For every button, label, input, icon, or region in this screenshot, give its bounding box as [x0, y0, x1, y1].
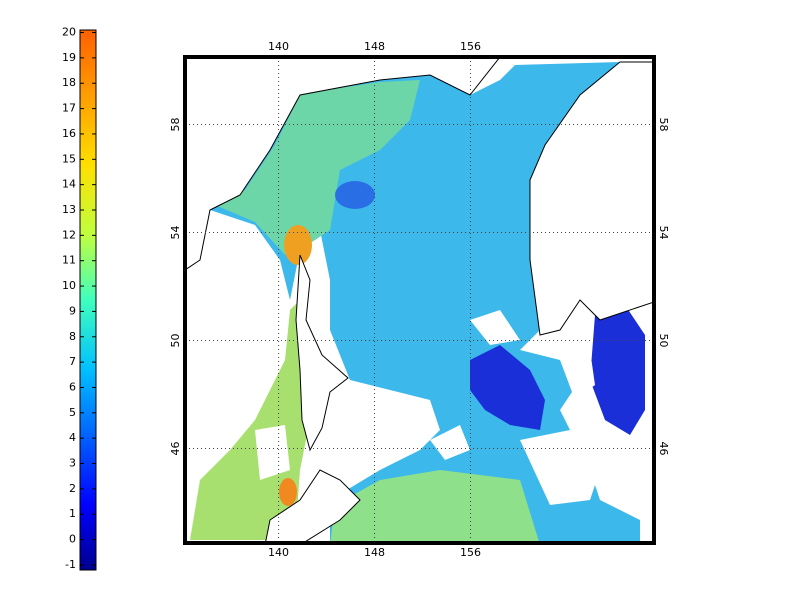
colorbar-tick-label: 6	[69, 380, 76, 393]
axis-labels: 140 140 148 148 156 156 46 46 50 50 54 54 58 58	[169, 40, 670, 559]
colorbar-tick-label: 8	[69, 330, 76, 343]
colorbar-tick-label: 9	[69, 304, 76, 317]
lat-tick-label: 58	[657, 118, 670, 132]
kamchatka	[529, 61, 654, 336]
lat-tick-label: 46	[657, 442, 670, 456]
white-gaps	[255, 310, 600, 505]
lon-tick-label: 156	[460, 546, 481, 559]
warm-spot	[284, 225, 312, 265]
lat-tick-label: 50	[657, 334, 670, 348]
colorbar-tick-label: 19	[62, 51, 76, 64]
colorbar-tick-label: -1	[65, 558, 76, 571]
map-frame	[183, 55, 656, 545]
colorbar-tick-label: 15	[62, 152, 76, 165]
cold-zone	[590, 305, 645, 435]
lat-tick-label: 54	[169, 226, 182, 240]
colorbar-tick-label: 12	[62, 228, 76, 241]
map-field	[185, 57, 654, 543]
hokkaido	[264, 469, 361, 543]
colorbar-tick-label: 2	[69, 482, 76, 495]
colorbar-tick-label: 1	[69, 507, 76, 520]
lat-tick-label: 54	[657, 226, 670, 240]
colorbar-tick-label: 7	[69, 355, 76, 368]
lon-tick-label: 140	[268, 40, 289, 53]
colorbar-tick-label: 4	[69, 431, 76, 444]
lat-tick-label: 50	[169, 334, 182, 348]
lon-tick-label: 140	[268, 546, 289, 559]
lon-tick-label: 148	[364, 40, 385, 53]
cold-spot	[335, 181, 375, 209]
sakhalin	[295, 254, 349, 452]
cold-zone	[470, 345, 545, 430]
warm-spot	[279, 478, 297, 506]
lat-tick-label: 58	[169, 118, 182, 132]
sea-warm-west	[215, 80, 420, 255]
colorbar-tick-label: 18	[62, 76, 76, 89]
lat-tick-label: 46	[169, 442, 182, 456]
colorbar	[79, 29, 97, 571]
mainland	[185, 57, 501, 271]
colorbar-tick-label: 16	[62, 127, 76, 140]
colorbar-tick-label: 20	[62, 26, 76, 39]
colorbar-tick-label: 3	[69, 457, 76, 470]
graticule	[185, 57, 654, 543]
colorbar-tick-label: 0	[69, 533, 76, 546]
colorbar-tick-label: 10	[62, 279, 76, 292]
sea-of-japan	[190, 300, 310, 540]
sea-warm-south	[330, 470, 540, 543]
lon-tick-label: 148	[364, 546, 385, 559]
colorbar-tick-label: 11	[62, 254, 76, 267]
colorbar-tick-label: 17	[62, 102, 76, 115]
colorbar-tick-label: 13	[62, 203, 76, 216]
colorbar-tick-label: 14	[62, 178, 76, 191]
colorbar-tick-label: 5	[69, 406, 76, 419]
lon-tick-label: 156	[460, 40, 481, 53]
